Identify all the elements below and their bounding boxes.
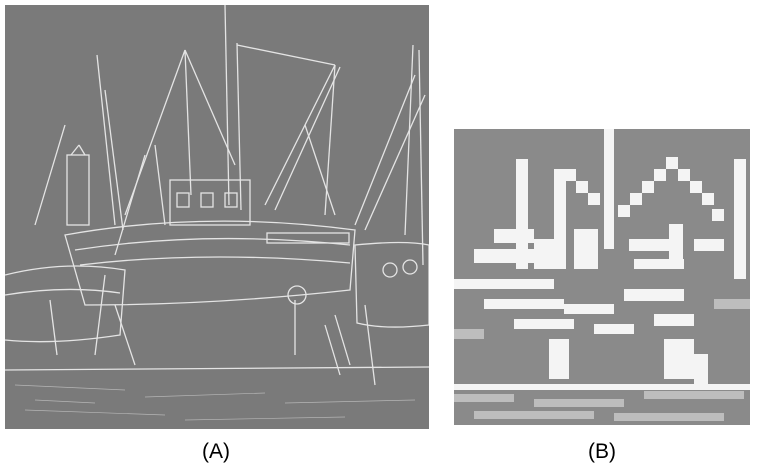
edge-image-a [5,5,429,429]
edge-image-b-svg [454,129,750,425]
caption-b: (B) [588,440,616,463]
caption-a: (A) [202,440,230,463]
edge-image-a-svg [5,5,429,429]
edge-image-b [454,129,750,425]
